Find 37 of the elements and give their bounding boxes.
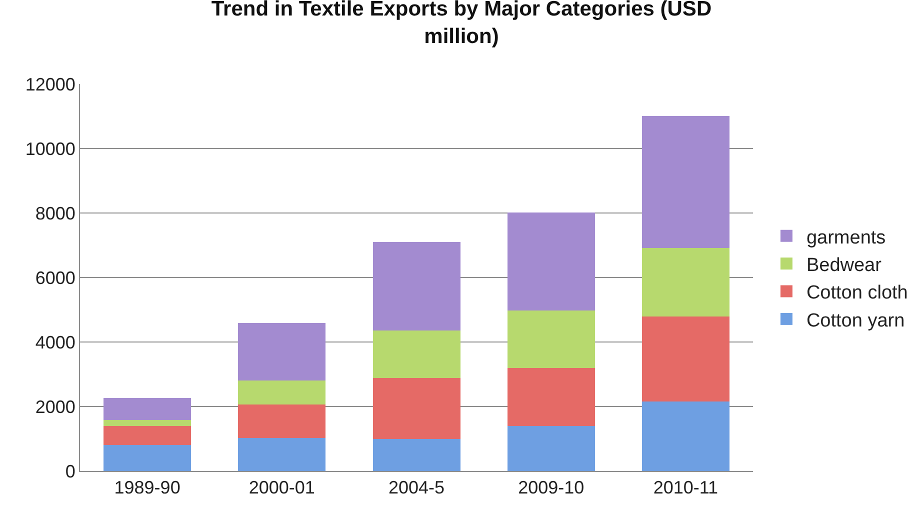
chart-title: Trend in Textile Exports by Major Categories (USD million) <box>211 0 712 48</box>
y-tick-label: 12000 <box>25 74 76 94</box>
bar <box>104 444 192 471</box>
legend-label: Bedwear <box>806 254 882 276</box>
bar <box>372 242 460 330</box>
bar <box>642 248 730 317</box>
bar <box>507 212 595 311</box>
x-tick-label: 1989-90 <box>114 478 180 498</box>
y-tick-label: 0 <box>65 461 76 482</box>
y-tick-label: 10000 <box>25 138 76 159</box>
bar <box>238 380 326 405</box>
bar <box>507 368 595 426</box>
x-tick-label: 2000-01 <box>248 478 315 498</box>
bar <box>238 438 326 471</box>
bar <box>238 404 326 438</box>
bar <box>372 438 460 471</box>
x-tick-label: 2010-11 <box>653 478 718 498</box>
y-tick-label: 4000 <box>35 332 76 352</box>
y-tick-label: 6000 <box>35 268 76 288</box>
legend-label: Cotton cloth <box>806 282 908 304</box>
bar <box>642 316 730 402</box>
bar <box>372 378 460 439</box>
bar <box>642 116 730 248</box>
x-tick-label: 2004-5 <box>388 478 445 498</box>
bar <box>104 398 192 420</box>
y-tick-label: 8000 <box>35 203 76 224</box>
bar <box>507 426 595 471</box>
bar <box>642 402 730 471</box>
legend-label: garments <box>806 227 886 248</box>
x-tick-label: 2009-10 <box>518 478 584 498</box>
bar <box>507 310 595 368</box>
bar <box>104 426 192 445</box>
bar <box>238 322 326 380</box>
legend-label: Cotton yarn <box>806 310 905 332</box>
bar <box>104 420 192 426</box>
bar <box>372 330 460 378</box>
y-tick-label: 2000 <box>35 396 76 417</box>
